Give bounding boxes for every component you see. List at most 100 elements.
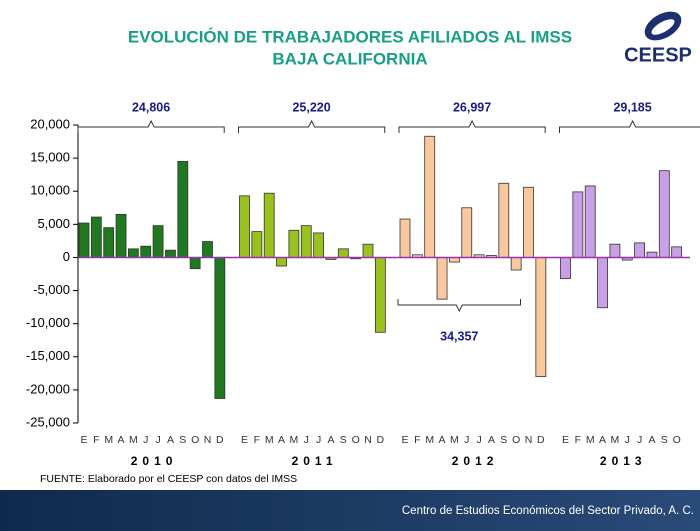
x-tick-label: A (118, 434, 125, 446)
bar (276, 257, 287, 267)
x-tick-label: S (661, 434, 668, 446)
bar (535, 257, 547, 378)
x-tick-label: A (599, 434, 606, 446)
x-tick-label: M (104, 434, 113, 446)
x-tick-label: O (673, 434, 681, 446)
bar (202, 241, 213, 258)
bar (362, 243, 374, 258)
y-tick-label: 0 (63, 249, 70, 264)
bar (597, 257, 608, 309)
bar (90, 216, 102, 258)
x-tick-label: M (586, 434, 595, 446)
x-tick-label: A (648, 434, 655, 446)
bar (337, 248, 349, 258)
bar (78, 222, 90, 258)
logo-text: CEESP (624, 44, 692, 66)
x-tick-label: M (265, 434, 274, 446)
x-tick-label: A (439, 434, 446, 446)
bar (103, 227, 115, 258)
total-label: 25,220 (292, 100, 330, 114)
x-tick-label: S (179, 434, 186, 446)
y-tick-label: 10,000 (30, 183, 70, 198)
bar (671, 246, 683, 258)
x-tick-label: F (254, 434, 260, 446)
bar (658, 170, 670, 258)
x-tick-label: M (425, 434, 434, 446)
x-tick-label: E (80, 434, 87, 446)
x-tick-label: S (340, 434, 347, 446)
x-tick-label: A (488, 434, 495, 446)
bar (646, 251, 658, 258)
bar (424, 135, 436, 258)
x-tick-label: F (575, 434, 581, 446)
x-tick-label: F (93, 434, 99, 446)
bar (140, 245, 152, 258)
x-tick-label: S (500, 434, 507, 446)
x-tick-label: F (414, 434, 420, 446)
x-tick-label: D (216, 434, 224, 446)
y-tick-label: 15,000 (30, 150, 70, 165)
bar (523, 186, 534, 258)
bar (609, 243, 621, 258)
total-brace (559, 119, 700, 133)
y-tick-label: -5,000 (33, 282, 70, 297)
year-label: 2010 (131, 454, 178, 468)
x-tick-label: N (364, 434, 372, 446)
bar (214, 257, 226, 399)
bar (461, 207, 473, 258)
footer-text: Centro de Estudios Económicos del Sector… (402, 505, 694, 517)
bar (152, 225, 164, 258)
x-tick-label: O (191, 434, 199, 446)
y-tick-label: -10,000 (26, 315, 70, 330)
total-label: 29,185 (613, 100, 651, 114)
bar (436, 257, 448, 300)
total-brace (238, 119, 386, 133)
x-tick-label: A (167, 434, 174, 446)
x-tick-label: M (290, 434, 299, 446)
x-tick-label: M (129, 434, 138, 446)
bar (288, 229, 300, 258)
bar (127, 248, 139, 258)
y-tick-label: -25,000 (26, 414, 70, 429)
year-label: 2012 (452, 454, 499, 468)
x-tick-label: J (304, 434, 309, 446)
annotation-brace (397, 299, 521, 313)
logo: CEESP (624, 11, 692, 66)
bar (189, 257, 201, 270)
bar (239, 195, 250, 258)
x-tick-label: D (537, 434, 545, 446)
source-note: FUENTE: Elaborado por el CEESP con datos… (40, 473, 297, 485)
x-tick-label: M (450, 434, 459, 446)
bar (634, 242, 645, 258)
year-label: 2013 (600, 454, 647, 468)
bar (165, 249, 176, 258)
bar (300, 225, 312, 258)
bar (510, 257, 522, 271)
x-tick-label: O (352, 434, 360, 446)
x-tick-label: J (464, 434, 469, 446)
bar (115, 213, 127, 258)
x-tick-label: J (316, 434, 321, 446)
x-tick-label: J (155, 434, 160, 446)
total-brace (398, 119, 546, 133)
x-tick-label: J (625, 434, 630, 446)
x-tick-label: N (204, 434, 212, 446)
footer-bar (0, 490, 700, 531)
total-label: 26,997 (453, 100, 491, 114)
logo-swoosh-cut (651, 19, 675, 35)
y-tick-label: -20,000 (26, 381, 70, 396)
y-tick-label: 5,000 (37, 216, 70, 231)
total-label: 24,806 (132, 100, 170, 114)
bar (584, 185, 596, 258)
x-tick-label: J (637, 434, 642, 446)
x-tick-label: A (327, 434, 334, 446)
bar (399, 218, 411, 258)
bar (498, 182, 510, 258)
x-tick-label: N (525, 434, 533, 446)
x-tick-label: J (143, 434, 148, 446)
x-tick-label: A (278, 434, 285, 446)
x-tick-label: D (377, 434, 385, 446)
total-brace (77, 119, 225, 133)
